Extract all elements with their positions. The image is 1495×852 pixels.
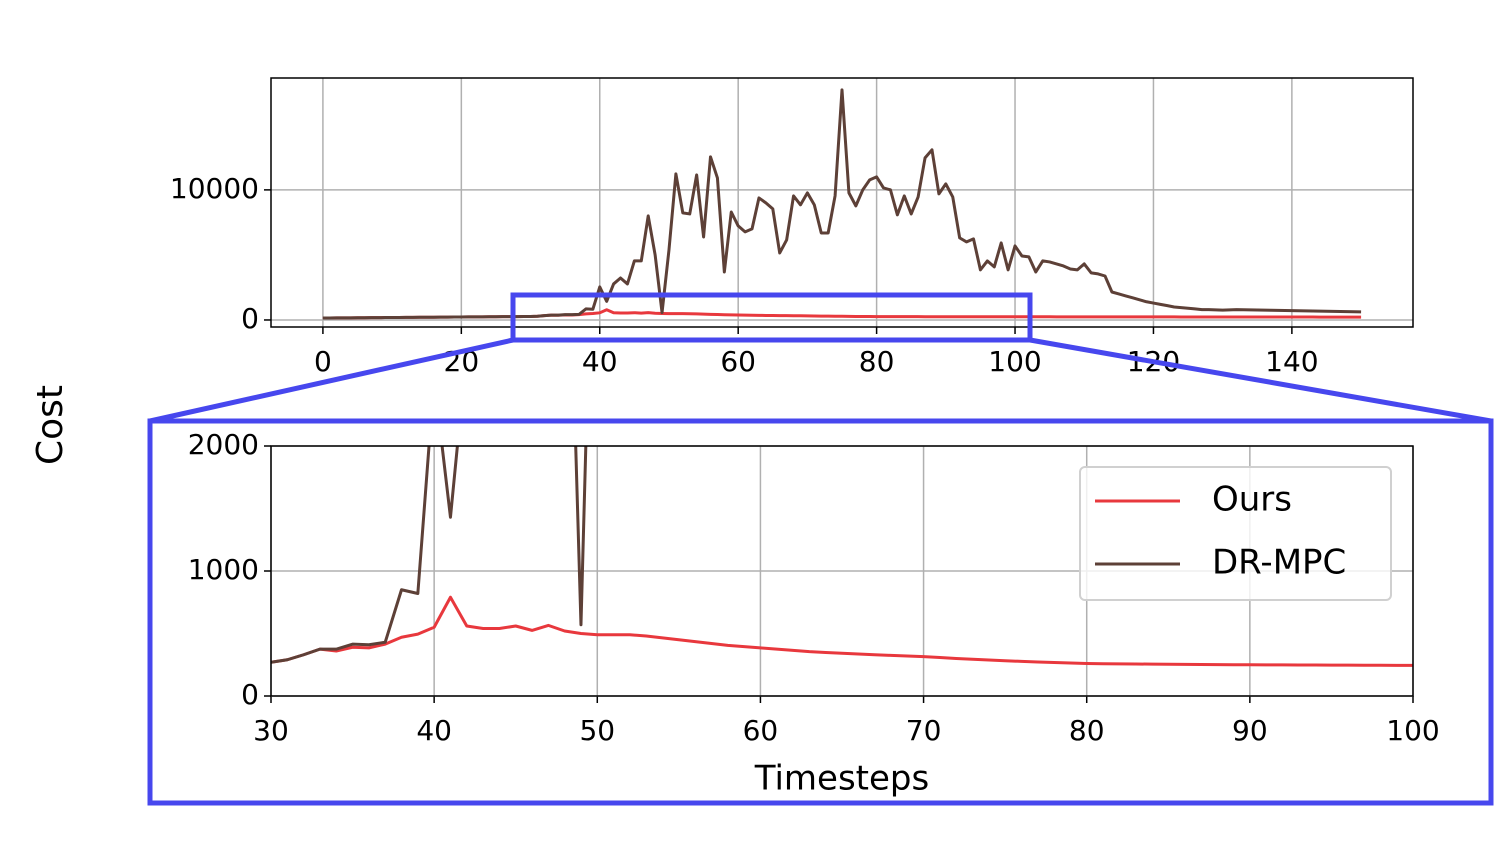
series-line: [322, 88, 1362, 320]
y-tick-label: 2000: [188, 428, 259, 461]
legend-label: DR-MPC: [1212, 543, 1346, 583]
zoom-connector: [149, 337, 514, 424]
x-tick-label: 80: [1069, 714, 1105, 747]
x-tick-label: 100: [988, 345, 1041, 378]
x-tick-label: 40: [582, 345, 618, 378]
x-tick-label: 60: [720, 345, 756, 378]
axes-frame: [270, 445, 1414, 697]
zoom-indicator: [510, 292, 1033, 343]
x-tick-label: 70: [906, 714, 942, 747]
x-tick-label: 60: [743, 714, 779, 747]
x-tick-label: 30: [253, 714, 289, 747]
x-tick-label: 40: [416, 714, 452, 747]
y-tick-label: 0: [241, 302, 259, 335]
axes-frame: [270, 77, 1414, 328]
y-tick-label: 1000: [188, 553, 259, 586]
zoom-connector: [1029, 337, 1492, 424]
x-axis-label: Timesteps: [754, 759, 929, 799]
y-tick-label: 10000: [170, 172, 259, 205]
x-tick-label: 140: [1265, 345, 1318, 378]
y-axis-label: Cost: [30, 385, 71, 465]
x-tick-label: 90: [1232, 714, 1268, 747]
plot-area: [322, 88, 1362, 320]
x-tick-label: 50: [579, 714, 615, 747]
legend-label: Ours: [1212, 480, 1292, 520]
y-tick-label: 0: [241, 678, 259, 711]
x-tick-label: 0: [314, 345, 332, 378]
zoom-frame: [147, 418, 1494, 806]
plot-area: [271, 446, 1413, 667]
x-tick-label: 100: [1386, 714, 1439, 747]
series-line: [271, 595, 1413, 667]
x-tick-label: 80: [859, 345, 895, 378]
